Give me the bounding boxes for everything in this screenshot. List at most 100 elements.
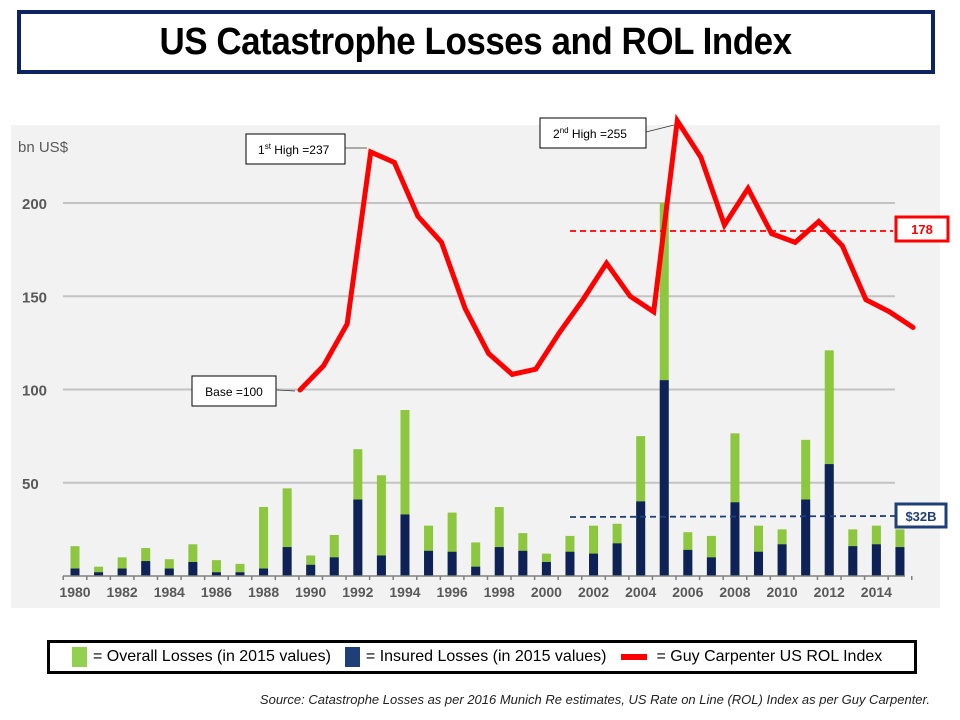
bar-insured-2005 [659,380,669,576]
bar-overall-1998 [494,506,504,576]
bar-insured-2015 [895,547,905,576]
x-tick-label: 1982 [107,584,138,600]
bar-insured-1991 [329,557,339,576]
annotation-second-high: 2nd High =255 [553,126,627,141]
x-tick-label: 1998 [484,584,515,600]
bar-insured-2001 [565,551,575,576]
bar-overall-1997 [471,542,481,576]
legend-item-rol: = Guy Carpenter US ROL Index [620,648,883,666]
bar-insured-1996 [447,551,457,576]
x-tick-label: 1984 [154,584,185,600]
bar-insured-2014 [871,544,881,576]
bar-overall-1986 [211,560,221,576]
legend-item-insured: = Insured Losses (in 2015 values) [344,647,607,667]
legend-swatch-overall [72,647,87,667]
legend-label-rol: = Guy Carpenter US ROL Index [656,648,883,665]
bar-insured-2011 [801,499,811,576]
title-box: US Catastrophe Losses and ROL Index [17,10,935,74]
bar-insured-2003 [612,543,622,576]
y-tick-label: 100 [22,383,47,400]
legend-label-insured: = Insured Losses (in 2015 values) [365,648,607,665]
x-tick-label: 1986 [201,584,232,600]
bar-overall-1981 [94,566,104,576]
bar-overall-1991 [329,534,339,576]
x-tick-label: 2000 [531,584,562,600]
bar-insured-1993 [376,555,386,576]
bar-insured-1985 [188,562,198,576]
x-tick-label: 2006 [672,584,703,600]
chart-title: US Catastrophe Losses and ROL Index [159,20,793,63]
reference-label-box-rol [894,215,950,243]
bar-insured-1990 [306,564,316,576]
bar-insured-1986 [211,572,221,576]
x-tick-label: 2010 [767,584,798,600]
legend-swatch-rol [620,654,647,660]
bar-overall-1993 [376,475,386,576]
annotation-leader-second-high [645,124,675,133]
x-tick-label: 2004 [625,584,656,600]
bar-overall-1985 [188,544,198,576]
x-tick-label: 1988 [248,584,279,600]
plot-background [11,125,940,608]
annotation-box-base [191,375,277,407]
bar-insured-2009 [754,551,764,576]
bar-insured-2007 [706,557,716,576]
bar-insured-1998 [494,547,504,576]
y-axis-label: bn US$ [18,139,69,156]
legend-swatch-insured [344,647,360,667]
legend-label-overall: = Overall Losses (in 2015 values) [93,648,331,665]
y-tick-label: 150 [22,289,47,306]
bar-insured-1982 [117,568,127,576]
bar-overall-1982 [117,557,127,576]
bar-insured-2002 [589,553,599,576]
bar-insured-1987 [235,572,245,576]
bar-insured-2000 [541,562,551,576]
bar-insured-1981 [94,572,104,576]
x-tick-label: 1990 [295,584,326,600]
bar-insured-1997 [471,566,481,576]
bar-insured-1983 [141,561,151,576]
annotation-box-first-high [245,133,346,165]
x-tick-label: 2002 [578,584,609,600]
bar-insured-1994 [400,514,410,576]
bar-overall-1994 [400,410,410,576]
bar-insured-1999 [518,550,528,576]
bar-insured-1992 [353,499,363,576]
bar-insured-1995 [424,550,434,576]
annotation-box-second-high [539,117,647,149]
bar-overall-1996 [447,512,457,576]
y-tick-label: 200 [22,196,47,213]
bar-overall-1989 [282,488,292,576]
bar-overall-2002 [589,525,599,576]
x-tick-label: 2012 [814,584,845,600]
bar-overall-2007 [706,535,716,576]
bar-overall-1988 [259,506,269,576]
bar-insured-1989 [282,547,292,576]
x-tick-label: 2014 [861,584,892,600]
x-tick-label: 1994 [389,584,420,600]
x-tick-label: 1980 [59,584,90,600]
bar-insured-2008 [730,502,740,576]
annotation-leader-base [276,389,296,392]
reference-label-insured: $32B [905,509,936,524]
bar-insured-2013 [848,546,858,576]
bar-insured-2004 [636,501,646,576]
bar-insured-2006 [683,549,693,576]
x-tick-label: 1996 [437,584,468,600]
annotation-base: Base =100 [205,385,263,399]
bar-insured-1980 [70,568,80,576]
source-note: Source: Catastrophe Losses as per 2016 M… [259,692,930,707]
reference-label-rol: 178 [911,222,933,237]
bar-overall-1984 [164,559,174,576]
y-tick-label: 50 [22,476,39,493]
bar-insured-2010 [777,544,787,576]
x-tick-label: 2008 [719,584,750,600]
reference-label-box-insured [894,502,948,529]
x-tick-label: 1992 [342,584,373,600]
bar-insured-1984 [164,568,174,576]
legend-item-overall: = Overall Losses (in 2015 values) [72,647,331,667]
reference-line-insured [569,515,896,518]
bar-insured-1988 [259,568,269,576]
bar-overall-1987 [235,563,245,576]
